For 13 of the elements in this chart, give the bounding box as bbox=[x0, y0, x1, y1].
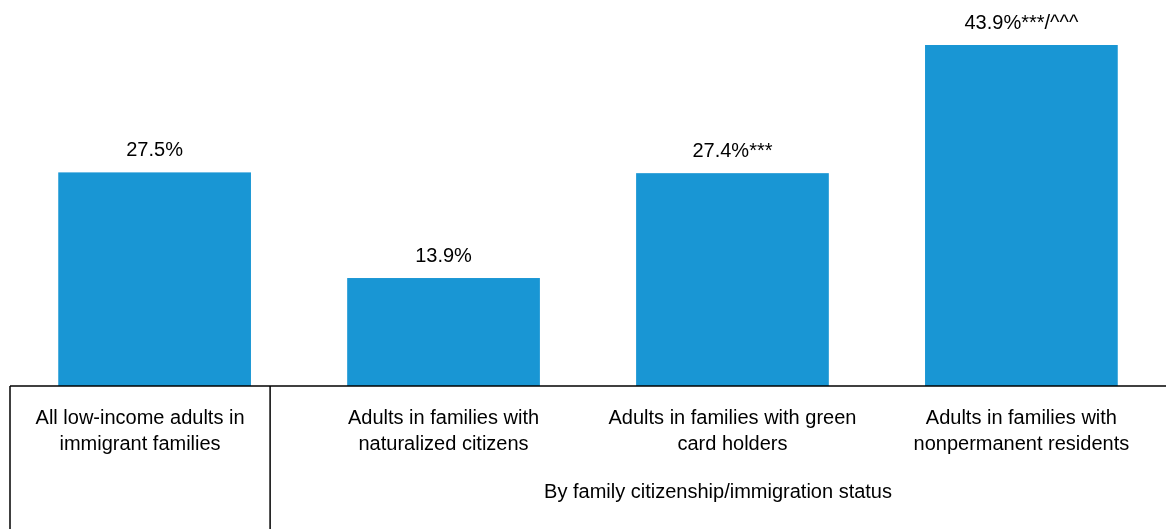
x-tick-label: All low-income adults in immigrant families bbox=[35, 406, 245, 454]
data-label: 43.9%***/^^^ bbox=[964, 11, 1079, 33]
bar bbox=[58, 172, 251, 386]
data-label: 13.9% bbox=[415, 244, 473, 267]
x-tick-label: Adults in families with nonpermanent residents bbox=[913, 406, 1130, 454]
bar bbox=[925, 45, 1118, 386]
x-tick-label: Adults in families with green card holders bbox=[608, 406, 857, 454]
text: By family citizenship/immigration status bbox=[544, 480, 892, 502]
data-label: 27.5% bbox=[126, 138, 184, 161]
bar bbox=[636, 173, 829, 386]
bar bbox=[347, 278, 540, 386]
data-label: 27.4%*** bbox=[692, 139, 773, 162]
x-tick-label: Adults in families with naturalized citizens bbox=[347, 406, 540, 454]
